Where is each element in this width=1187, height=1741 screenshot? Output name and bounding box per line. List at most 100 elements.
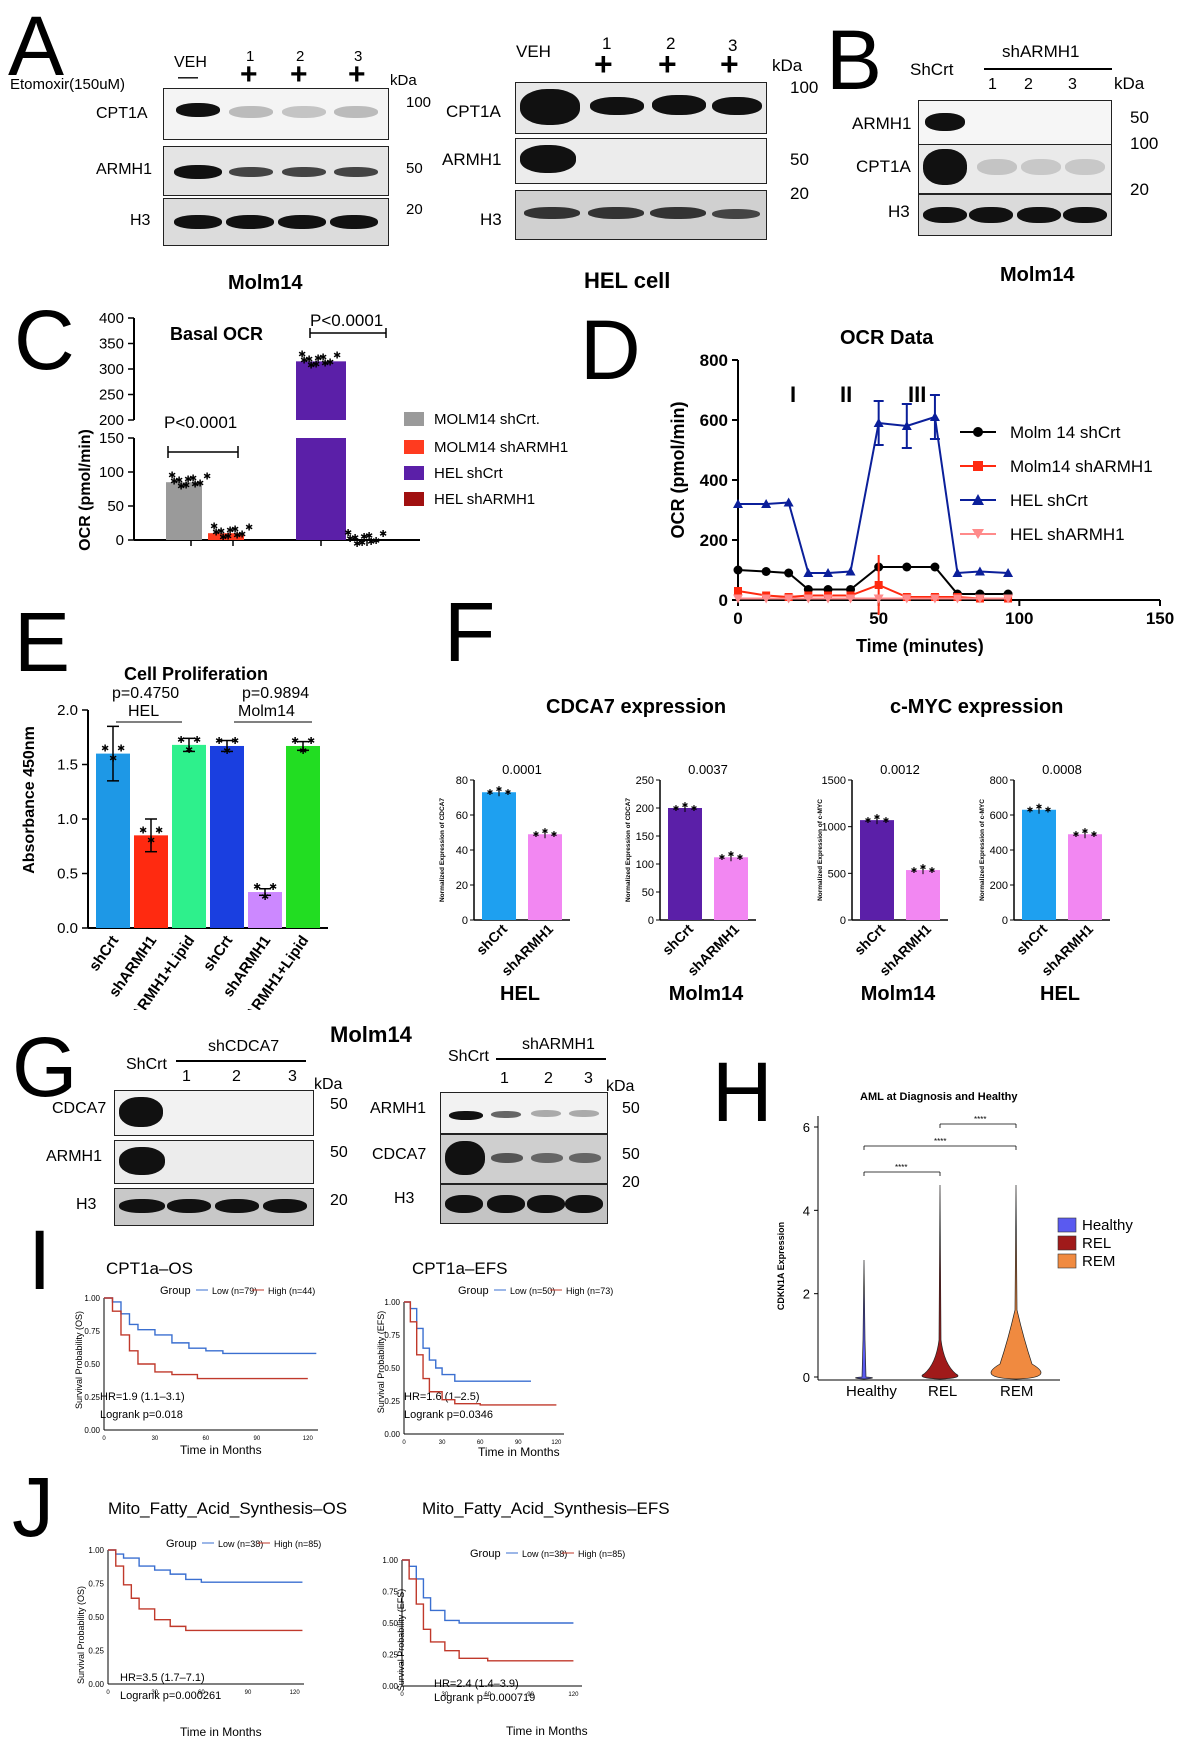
data-point: ✱ — [865, 816, 872, 825]
y-tick-label: 0 — [803, 1370, 810, 1385]
sig-stars: **** — [974, 1115, 986, 1124]
x-tick-label: 0 — [106, 1690, 110, 1696]
lane-label: VEH — [174, 54, 207, 71]
data-point: ✱ — [719, 853, 726, 862]
p-value: 0.0037 — [688, 762, 728, 777]
treatment-label: Etomoxir(150uM) — [10, 76, 126, 93]
data-point: ✱ — [487, 788, 494, 797]
data-point: ✱ — [312, 359, 320, 370]
legend-entry: REL — [1082, 1235, 1111, 1252]
y-tick-label: 200 — [99, 412, 124, 429]
bar — [906, 870, 940, 920]
y-tick-label: 300 — [99, 361, 124, 378]
panel-label-j: J — [12, 1460, 54, 1554]
sig-stars: **** — [934, 1137, 946, 1146]
data-point — [803, 594, 814, 604]
data-point: ✱ — [177, 735, 185, 746]
data-point: ✱ — [367, 537, 375, 548]
y-tick-label: 500 — [828, 868, 846, 880]
blot-strip — [918, 194, 1112, 236]
data-point — [733, 594, 743, 604]
legend-entry: Low (n=38) — [218, 1539, 263, 1549]
bar — [528, 834, 562, 920]
lane-label: 3 — [728, 36, 738, 55]
basal-ocr-chart: Basal OCR OCR (pmol/min) 400 350 300 250 200… — [77, 310, 568, 551]
x-tick-label: REL — [928, 1383, 957, 1400]
data-point: ✱ — [1091, 830, 1098, 839]
y-tick-label: 0.00 — [88, 1680, 104, 1689]
violin-chart: AML at Diagnosis and Healthy CDKN1A Expr… — [776, 1091, 1133, 1400]
data-point: ✱ — [307, 736, 315, 747]
data-point — [761, 567, 771, 576]
blot-strip — [114, 1188, 314, 1226]
legend-group: Group — [160, 1285, 191, 1297]
y-tick-label: 1.00 — [84, 1294, 100, 1303]
bar — [248, 892, 282, 928]
bar — [668, 808, 702, 920]
x-tick-label: Healthy — [846, 1383, 897, 1400]
marker-label: 50 — [330, 1096, 348, 1113]
lane-label: ShCrt — [910, 60, 954, 79]
data-point — [974, 594, 985, 604]
logrank-label: Logrank p=0.000719 — [434, 1692, 535, 1704]
data-point: ✱ — [496, 785, 503, 794]
hr-label: HR=3.5 (1.7–7.1) — [120, 1672, 205, 1684]
data-point: ✱ — [307, 360, 315, 371]
x-tick-label: REM — [1000, 1383, 1033, 1400]
data-point: ✱ — [196, 478, 204, 489]
kda-label: kDa — [606, 1078, 635, 1095]
lane-label: 1 — [602, 34, 612, 53]
data-point: ✱ — [326, 357, 334, 368]
x-axis-label: Time (minutes) — [856, 636, 984, 656]
x-tick-label: 90 — [254, 1436, 261, 1442]
data-point: ✱ — [911, 866, 918, 875]
km-curve-high — [104, 1297, 308, 1380]
panel-label-d: D — [580, 303, 641, 397]
data-point: ✱ — [682, 801, 689, 810]
data-point: ✱ — [210, 521, 218, 532]
blot-strip — [163, 146, 389, 196]
y-tick-label: 200 — [700, 531, 728, 550]
y-tick-label: 100 — [99, 464, 124, 481]
km-title: CPT1a–EFS — [412, 1259, 507, 1278]
data-point: ✱ — [551, 830, 558, 839]
data-point: ✱ — [189, 473, 197, 484]
y-tick-label: 20 — [456, 880, 468, 892]
legend-entry: MOLM14 shARMH1 — [434, 439, 568, 456]
lane-sign: + — [240, 58, 258, 91]
data-point — [974, 566, 985, 576]
x-tick-label: 150 — [1146, 609, 1174, 628]
km-title: Mito_Fatty_Acid_Synthesis–EFS — [422, 1499, 670, 1518]
group-label: HEL — [128, 703, 159, 720]
data-point — [1003, 594, 1014, 604]
data-point: ✱ — [344, 528, 352, 539]
p-value: 0.0001 — [502, 762, 542, 777]
cell-line-label: HEL cell — [584, 268, 671, 293]
y-tick-label: 2.0 — [57, 702, 78, 719]
data-point: ✱ — [231, 524, 239, 535]
chart-title: Cell Proliferation — [124, 664, 268, 684]
logrank-label: Logrank p=0.018 — [100, 1409, 183, 1421]
kda-label: kDa — [1114, 74, 1145, 93]
data-point: ✱ — [269, 882, 277, 893]
y-tick-label: 0.75 — [384, 1331, 400, 1340]
bar — [296, 361, 346, 420]
legend-entry: HEL shARMH1 — [434, 491, 535, 508]
y-tick-label: 400 — [700, 471, 728, 490]
y-tick-label: 1.5 — [57, 757, 78, 774]
data-point: ✱ — [291, 736, 299, 747]
bar — [482, 792, 516, 920]
lane-label: ShCrt — [126, 1056, 167, 1073]
data-point: ✱ — [139, 825, 147, 836]
data-point: ✱ — [505, 788, 512, 797]
legend-group: Group — [166, 1538, 197, 1550]
legend-entry: HEL shCrt — [1010, 491, 1088, 510]
y-tick-label: 400 — [990, 845, 1008, 857]
blot-strip — [440, 1092, 608, 1134]
legend-entry: High (n=44) — [268, 1286, 315, 1296]
y-tick-label: 600 — [700, 411, 728, 430]
x-tick-label: 60 — [203, 1436, 210, 1442]
x-axis-label: Time in Months — [180, 1725, 262, 1739]
legend-entry: Low (n=38) — [522, 1549, 567, 1559]
legend-entry: High (n=85) — [578, 1549, 625, 1559]
